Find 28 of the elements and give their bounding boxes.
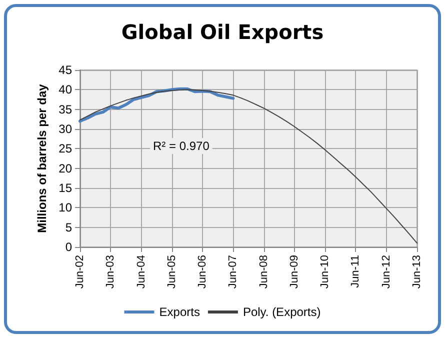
- x-tick-label: Jun-02: [74, 255, 86, 289]
- x-tick-label: Jun-06: [196, 255, 209, 289]
- y-tick-label: 5: [65, 220, 72, 234]
- y-tick-label: 25: [58, 142, 72, 156]
- line-series: [80, 89, 418, 244]
- x-tick-label: Jun-09: [288, 255, 300, 289]
- legend-label: Poly. (Exports): [242, 305, 321, 319]
- y-tick-label: 15: [58, 181, 72, 195]
- x-tick-label: Jun-10: [319, 255, 332, 289]
- legend-label: Exports: [159, 305, 200, 319]
- y-tick-label: 40: [58, 82, 72, 97]
- x-tick-label: Jun-13: [411, 255, 423, 289]
- annotation: R² = 0.970: [153, 139, 210, 153]
- y-tick-label: 30: [58, 122, 72, 136]
- y-tick-label: 0: [65, 240, 72, 254]
- y-tick-label: 20: [58, 161, 72, 176]
- x-tick-label: Jun-04: [135, 255, 148, 289]
- y-axis-title: Millions of barrels per day: [34, 84, 49, 233]
- x-tick-label: Jun-07: [227, 255, 240, 289]
- x-tick-label: Jun-03: [104, 255, 117, 289]
- x-tick-label: Jun-05: [166, 255, 178, 289]
- x-tick-label: Jun-11: [350, 255, 362, 288]
- y-tick-label: 10: [58, 200, 72, 215]
- y-tick-label: 35: [58, 102, 72, 116]
- y-tick-label: 45: [58, 63, 72, 77]
- x-tick-label: Jun-12: [380, 255, 392, 289]
- chart-title: Global Oil Exports: [121, 20, 324, 44]
- x-tick-label: Jun-08: [258, 255, 270, 289]
